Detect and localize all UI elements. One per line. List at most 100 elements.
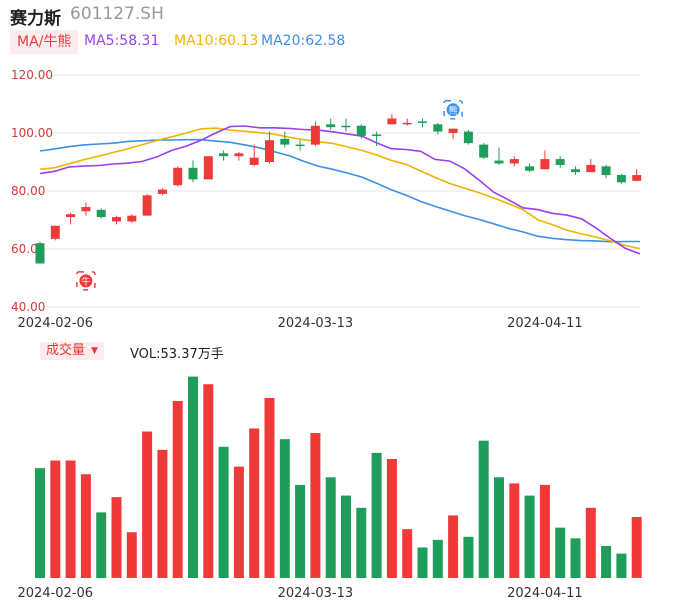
volume-indicator-button[interactable]: 成交量 ▼ [40, 342, 104, 360]
volume-bar [111, 497, 122, 578]
volume-bar [356, 507, 367, 578]
volume-bar [478, 440, 489, 578]
volume-bar [203, 384, 214, 578]
volume-x-tick-label: 2024-02-06 [18, 586, 94, 601]
volume-bar [463, 536, 474, 578]
y-tick-label: 100.00 [11, 126, 53, 140]
candle-body [356, 125, 366, 136]
candle-body [188, 167, 198, 180]
bear-marker-label: 熊 [449, 104, 458, 116]
volume-bar [295, 484, 306, 578]
volume-bar [386, 458, 397, 578]
ma5-value: MA5:58.31 [84, 33, 160, 49]
candle-body [616, 175, 626, 183]
volume-bar [142, 431, 153, 578]
bear-marker-frame [443, 100, 463, 120]
bear-marker-icon [446, 103, 460, 117]
candle-body [540, 159, 550, 170]
volume-bar [601, 545, 612, 578]
volume-bar [96, 512, 107, 578]
candle-body [494, 160, 504, 164]
x-tick-label: 2024-02-06 [18, 316, 94, 331]
volume-bar [188, 376, 198, 578]
volume-bar [371, 452, 382, 578]
candle-body [601, 166, 611, 176]
x-tick-label: 2024-04-11 [507, 316, 583, 331]
candle-body [203, 156, 213, 180]
ma5-line [39, 125, 641, 255]
candle-body [463, 131, 473, 144]
volume-bar [494, 477, 504, 578]
candle-body [157, 189, 167, 194]
ma10-line [39, 127, 641, 250]
volume-bar [585, 507, 596, 578]
volume-bar [233, 466, 244, 578]
candle-body [50, 225, 60, 239]
candle-body [341, 125, 351, 128]
candle-body [571, 169, 580, 173]
volume-bar [341, 495, 351, 578]
volume-bar [126, 532, 137, 578]
volume-bar [402, 529, 413, 578]
volume-bar [448, 515, 459, 578]
volume-bar [325, 477, 336, 578]
candle-body [112, 217, 121, 222]
volume-bar [157, 449, 168, 578]
volume-bar [555, 527, 566, 578]
ma-indicator-button[interactable]: MA/牛熊 [10, 30, 79, 54]
bull-marker-label: 牛 [81, 275, 90, 287]
volume-bar [80, 474, 91, 578]
candle-body [96, 209, 106, 218]
volume-bar [35, 468, 45, 578]
volume-bar [279, 439, 290, 578]
ma20-value: MA20:62.58 [261, 33, 346, 49]
volume-bar [539, 484, 550, 578]
ma20-line [39, 138, 640, 243]
candle-body [234, 153, 244, 157]
x-tick-label: 2024-03-13 [278, 316, 354, 331]
candle-body [219, 153, 229, 157]
volume-bar [509, 483, 520, 578]
volume-bar [417, 547, 428, 578]
candle-body [35, 243, 45, 264]
volume-x-tick-label: 2024-03-13 [278, 586, 354, 601]
candle-body [525, 166, 535, 171]
volume-bar [524, 495, 535, 578]
candle-body [387, 118, 397, 125]
volume-bar [310, 433, 321, 578]
candle-body [372, 134, 382, 136]
candle-body [555, 159, 565, 165]
y-tick-label: 120.00 [11, 68, 53, 82]
y-tick-label: 40.00 [11, 300, 45, 314]
volume-bar [218, 446, 229, 578]
volume-bar [616, 553, 627, 578]
volume-label: 成交量 [46, 343, 86, 358]
volume-bar [65, 460, 76, 578]
candle-body [418, 121, 427, 123]
candle-body [402, 122, 412, 125]
candle-body [127, 215, 137, 222]
volume-value: VOL:53.37万手 [130, 347, 224, 362]
candle-body [509, 159, 519, 164]
bull-marker-icon [79, 274, 93, 288]
candle-body [326, 124, 336, 128]
y-tick-label: 80.00 [11, 184, 45, 198]
candle-body [448, 128, 458, 133]
volume-bar [631, 516, 642, 578]
volume-x-tick-label: 2024-04-11 [507, 586, 583, 601]
candle-body [295, 144, 305, 147]
stock-name: 赛力斯 [10, 9, 61, 29]
candle-body [280, 138, 290, 145]
stock-code: 601127.SH [70, 4, 164, 24]
candle-body [249, 157, 259, 165]
candle-body [66, 214, 76, 218]
candle-body [81, 206, 91, 212]
volume-bar [432, 539, 443, 578]
candle-body [173, 167, 183, 186]
volume-bar [249, 428, 260, 578]
bull-marker-frame [76, 271, 96, 291]
dropdown-caret-icon: ▼ [91, 346, 98, 356]
candle-body [586, 164, 596, 173]
candle-body [433, 124, 443, 132]
